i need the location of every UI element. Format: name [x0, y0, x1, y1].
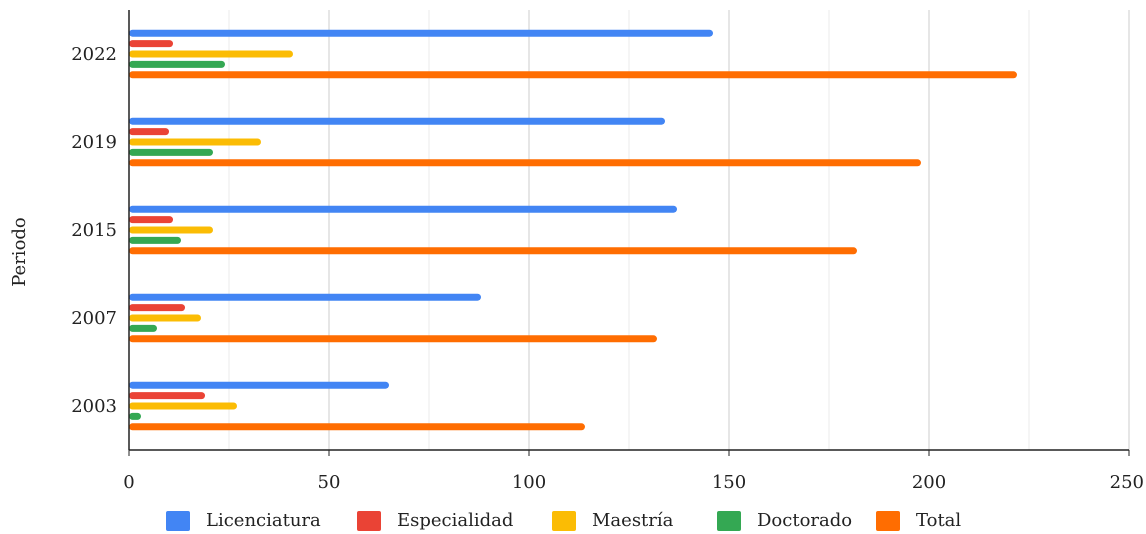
bar-especialidad-2015: [129, 216, 173, 224]
bar-doctorado-2007: [129, 324, 157, 332]
legend-label: Doctorado: [757, 510, 853, 531]
bar-maestria-2019: [129, 138, 261, 146]
legend-label: Maestría: [592, 510, 674, 531]
bar-especialidad-2003: [129, 392, 205, 400]
bar-total-2007: [129, 335, 657, 343]
legend-item: Licenciatura: [166, 510, 321, 531]
x-tick-label: 100: [512, 472, 546, 493]
legend: Licenciatura Especialidad Maestría Doctorad…: [0, 510, 1146, 534]
x-tick-label: 0: [123, 472, 134, 493]
legend-swatch: [876, 510, 900, 531]
bar-total-2015: [129, 247, 857, 255]
bar-doctorado-2019: [129, 148, 213, 156]
bar-especialidad-2007: [129, 304, 185, 312]
bar-especialidad-2019: [129, 128, 169, 136]
legend-label: Licenciatura: [206, 510, 321, 531]
bar-maestria-2022: [129, 50, 293, 58]
y-tick-label: 2019: [71, 132, 117, 153]
legend-item: Doctorado: [717, 510, 852, 531]
bar-maestria-2007: [129, 314, 201, 322]
x-tick-label: 250: [1110, 472, 1144, 493]
bar-licenciatura-2007: [129, 293, 481, 301]
legend-swatch: [357, 510, 381, 531]
legend-swatch: [552, 510, 576, 531]
legend-swatch: [166, 510, 190, 531]
legend-label: Especialidad: [397, 510, 514, 531]
legend-label: Total: [916, 510, 962, 531]
chart-canvas: 2022 2019 2015 2007 2003 0 50 100 150 200 250 Peri…: [9, 10, 1144, 493]
bar-licenciatura-2019: [129, 117, 665, 125]
bar-licenciatura-2022: [129, 29, 713, 37]
x-tick-label: 50: [318, 472, 341, 493]
legend-item: Maestría: [552, 510, 673, 531]
bar-licenciatura-2015: [129, 205, 677, 213]
bar-maestria-2003: [129, 402, 237, 410]
bar-doctorado-2003: [129, 412, 141, 420]
y-tick-label: 2022: [71, 44, 117, 65]
y-tick-label: 2007: [71, 308, 117, 329]
legend-item: Total: [876, 510, 961, 531]
gridlines: [228, 10, 1130, 450]
bar-total-2003: [129, 423, 585, 431]
bar-licenciatura-2003: [129, 381, 389, 389]
bar-total-2022: [129, 71, 1017, 79]
legend-item: Especialidad: [357, 510, 513, 531]
bar-total-2019: [129, 159, 921, 167]
axes: 2022 2019 2015 2007 2003 0 50 100 150 200 250: [71, 10, 1144, 493]
bar-doctorado-2015: [129, 236, 181, 244]
y-axis-title: Periodo: [9, 217, 30, 287]
x-tick-label: 200: [912, 472, 946, 493]
bar-maestria-2015: [129, 226, 213, 234]
x-tick-label: 150: [712, 472, 746, 493]
bar-doctorado-2022: [129, 60, 225, 68]
bar-especialidad-2022: [129, 40, 173, 48]
y-tick-label: 2015: [71, 220, 117, 241]
bars: [129, 29, 1017, 431]
legend-swatch: [717, 510, 741, 531]
y-tick-label: 2003: [71, 396, 117, 417]
